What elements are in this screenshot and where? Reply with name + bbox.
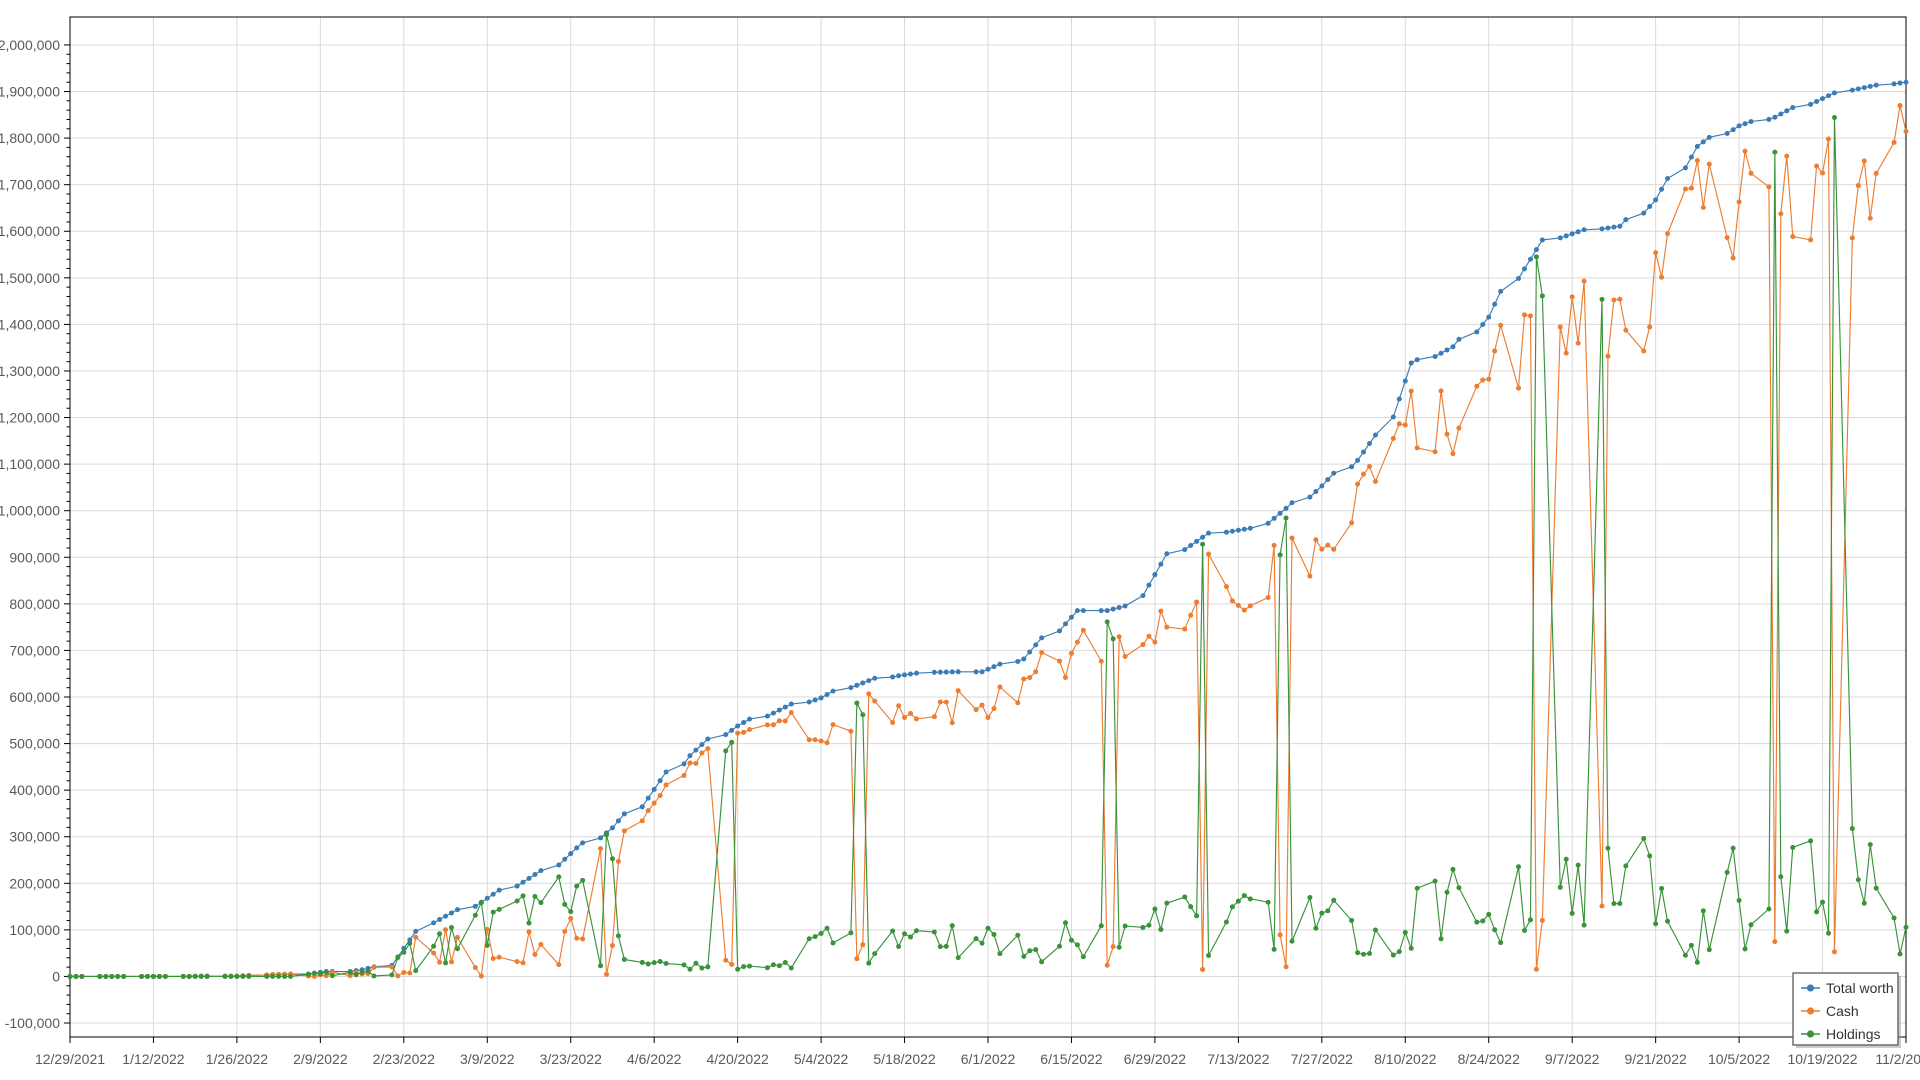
svg-text:500,000: 500,000 (9, 736, 60, 752)
svg-text:9/21/2022: 9/21/2022 (1624, 1051, 1686, 1067)
svg-text:2,000,000: 2,000,000 (0, 37, 60, 53)
svg-text:1,500,000: 1,500,000 (0, 270, 60, 286)
svg-text:4/20/2022: 4/20/2022 (706, 1051, 768, 1067)
svg-text:5/18/2022: 5/18/2022 (873, 1051, 935, 1067)
svg-text:1,200,000: 1,200,000 (0, 410, 60, 426)
svg-text:10/19/2022: 10/19/2022 (1788, 1051, 1858, 1067)
svg-text:1,700,000: 1,700,000 (0, 177, 60, 193)
svg-text:Holdings: Holdings (1826, 1026, 1880, 1042)
svg-text:3/9/2022: 3/9/2022 (460, 1051, 515, 1067)
svg-text:-100,000: -100,000 (5, 1015, 60, 1031)
svg-text:1/12/2022: 1/12/2022 (122, 1051, 184, 1067)
svg-text:9/7/2022: 9/7/2022 (1545, 1051, 1600, 1067)
svg-text:Total worth: Total worth (1826, 980, 1894, 996)
svg-text:7/13/2022: 7/13/2022 (1207, 1051, 1269, 1067)
svg-text:1,900,000: 1,900,000 (0, 84, 60, 100)
svg-text:600,000: 600,000 (9, 689, 60, 705)
svg-text:4/6/2022: 4/6/2022 (627, 1051, 682, 1067)
svg-text:2/23/2022: 2/23/2022 (373, 1051, 435, 1067)
svg-text:700,000: 700,000 (9, 642, 60, 658)
svg-text:1,800,000: 1,800,000 (0, 130, 60, 146)
svg-text:300,000: 300,000 (9, 829, 60, 845)
svg-text:6/29/2022: 6/29/2022 (1124, 1051, 1186, 1067)
svg-text:6/15/2022: 6/15/2022 (1040, 1051, 1102, 1067)
svg-text:8/10/2022: 8/10/2022 (1374, 1051, 1436, 1067)
svg-text:3/23/2022: 3/23/2022 (540, 1051, 602, 1067)
svg-text:8/24/2022: 8/24/2022 (1458, 1051, 1520, 1067)
svg-text:11/2/2022: 11/2/2022 (1875, 1051, 1920, 1067)
svg-text:Cash: Cash (1826, 1003, 1859, 1019)
svg-text:100,000: 100,000 (9, 922, 60, 938)
svg-text:1,300,000: 1,300,000 (0, 363, 60, 379)
svg-text:900,000: 900,000 (9, 549, 60, 565)
svg-text:5/4/2022: 5/4/2022 (794, 1051, 849, 1067)
svg-text:400,000: 400,000 (9, 782, 60, 798)
svg-text:1/26/2022: 1/26/2022 (206, 1051, 268, 1067)
svg-text:7/27/2022: 7/27/2022 (1291, 1051, 1353, 1067)
svg-text:800,000: 800,000 (9, 596, 60, 612)
svg-text:0: 0 (52, 968, 60, 984)
svg-text:6/1/2022: 6/1/2022 (961, 1051, 1016, 1067)
svg-text:1,100,000: 1,100,000 (0, 456, 60, 472)
svg-text:200,000: 200,000 (9, 875, 60, 891)
svg-text:1,400,000: 1,400,000 (0, 316, 60, 332)
svg-text:1,600,000: 1,600,000 (0, 223, 60, 239)
svg-text:12/29/2021: 12/29/2021 (35, 1051, 105, 1067)
svg-text:1,000,000: 1,000,000 (0, 503, 60, 519)
svg-text:2/9/2022: 2/9/2022 (293, 1051, 348, 1067)
svg-text:10/5/2022: 10/5/2022 (1708, 1051, 1770, 1067)
